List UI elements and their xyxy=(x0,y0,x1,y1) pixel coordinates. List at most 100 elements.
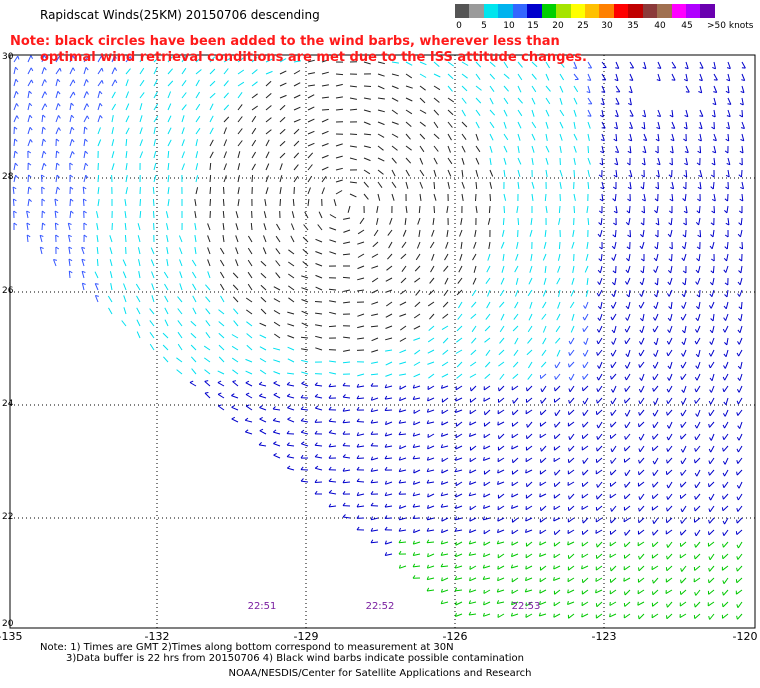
wind-barb-flag xyxy=(698,91,702,94)
wind-barb-flag xyxy=(86,91,89,95)
wind-barb xyxy=(273,408,281,411)
wind-barb xyxy=(625,337,631,345)
wind-barb xyxy=(531,73,537,80)
wind-barb-flag xyxy=(385,421,387,425)
wind-barb xyxy=(531,193,534,201)
wind-barb xyxy=(237,92,243,99)
wind-barb xyxy=(343,229,351,233)
wind-barb xyxy=(741,97,744,105)
wind-barb xyxy=(653,385,659,392)
wind-barb xyxy=(385,361,393,366)
wind-barb-flag xyxy=(655,222,660,226)
wind-barb xyxy=(328,325,337,328)
wind-barb xyxy=(741,133,745,141)
wind-barb xyxy=(363,169,371,175)
wind-barb xyxy=(194,199,197,207)
wind-barb-flag xyxy=(736,615,738,620)
wind-barb xyxy=(698,217,701,225)
wind-barb-flag xyxy=(626,294,630,298)
wind-barb-flag xyxy=(30,67,34,72)
wind-barb-flag xyxy=(441,517,443,522)
wind-barb xyxy=(525,457,533,463)
wind-barb xyxy=(445,241,449,249)
wind-barb xyxy=(287,467,295,471)
wind-barb xyxy=(343,336,351,339)
wind-barb xyxy=(427,589,435,592)
wind-barb-flag xyxy=(638,423,640,427)
wind-barb-flag xyxy=(512,399,515,404)
wind-barb xyxy=(556,277,561,285)
wind-barb-flag xyxy=(314,419,318,423)
wind-barb xyxy=(513,313,519,320)
wind-barb xyxy=(668,289,673,297)
wind-barb xyxy=(612,337,617,345)
wind-barb-flag xyxy=(681,341,685,346)
wind-barb xyxy=(542,289,547,297)
wind-barb-flag xyxy=(398,539,402,543)
wind-barb xyxy=(413,313,421,319)
wind-barb xyxy=(398,541,407,544)
wind-barb xyxy=(321,154,329,159)
wind-barb xyxy=(738,337,743,345)
wind-barb xyxy=(736,517,743,524)
legend-swatch xyxy=(628,4,643,18)
wind-barb xyxy=(526,493,533,499)
wind-barb-flag xyxy=(614,126,618,130)
wind-barb xyxy=(503,169,506,177)
wind-barb xyxy=(737,457,743,464)
wind-barb xyxy=(13,175,17,183)
wind-barb-flag xyxy=(42,126,46,130)
wind-barb-flag xyxy=(624,472,627,476)
wind-barb xyxy=(709,565,715,572)
wind-barb-flag xyxy=(722,388,725,392)
wind-barb-flag xyxy=(601,91,606,93)
wind-barb xyxy=(455,397,463,402)
wind-barb xyxy=(652,493,659,500)
wind-barb-flag xyxy=(670,187,674,190)
wind-barb xyxy=(343,241,351,244)
wind-barb xyxy=(489,61,496,67)
wind-barb-flag xyxy=(666,352,669,357)
wind-barb xyxy=(596,505,603,511)
wind-barb xyxy=(642,313,645,321)
wind-barb xyxy=(484,361,491,368)
wind-barb-flag xyxy=(694,459,696,464)
wind-barb xyxy=(725,349,729,357)
wind-barb xyxy=(668,337,673,345)
wind-barb-flag xyxy=(454,576,458,580)
wind-barb xyxy=(205,296,211,303)
wind-barb xyxy=(363,193,369,200)
wind-barb xyxy=(525,553,533,559)
wind-barb xyxy=(629,169,633,177)
wind-barb-flag xyxy=(668,174,672,178)
wind-barb xyxy=(587,97,593,105)
wind-barb xyxy=(722,613,729,619)
wind-barb xyxy=(741,121,745,129)
wind-barb xyxy=(385,433,393,437)
wind-barb xyxy=(69,210,72,219)
wind-barb xyxy=(441,493,449,497)
wind-barb xyxy=(723,529,729,536)
wind-barb xyxy=(503,145,508,153)
wind-barb-flag xyxy=(259,416,263,420)
wind-barb xyxy=(41,91,46,99)
wind-barb-flag xyxy=(398,408,401,413)
wind-barb-flag xyxy=(384,503,388,508)
wind-barb xyxy=(151,295,155,303)
wind-barb xyxy=(377,85,385,90)
wind-barb xyxy=(433,85,441,91)
wind-barb xyxy=(486,301,491,309)
wind-barb xyxy=(713,133,717,141)
wind-barb xyxy=(624,613,631,619)
wind-barb xyxy=(666,577,673,583)
wind-barb xyxy=(497,613,505,618)
wind-barb xyxy=(279,128,286,135)
wind-barb-flag xyxy=(356,443,360,448)
wind-barb xyxy=(517,85,522,93)
wind-barb xyxy=(708,481,715,488)
wind-barb-flag xyxy=(667,317,671,322)
wind-barb xyxy=(724,361,729,369)
wind-barb xyxy=(329,492,337,495)
wind-barb xyxy=(460,217,463,225)
wind-barb xyxy=(581,613,589,618)
